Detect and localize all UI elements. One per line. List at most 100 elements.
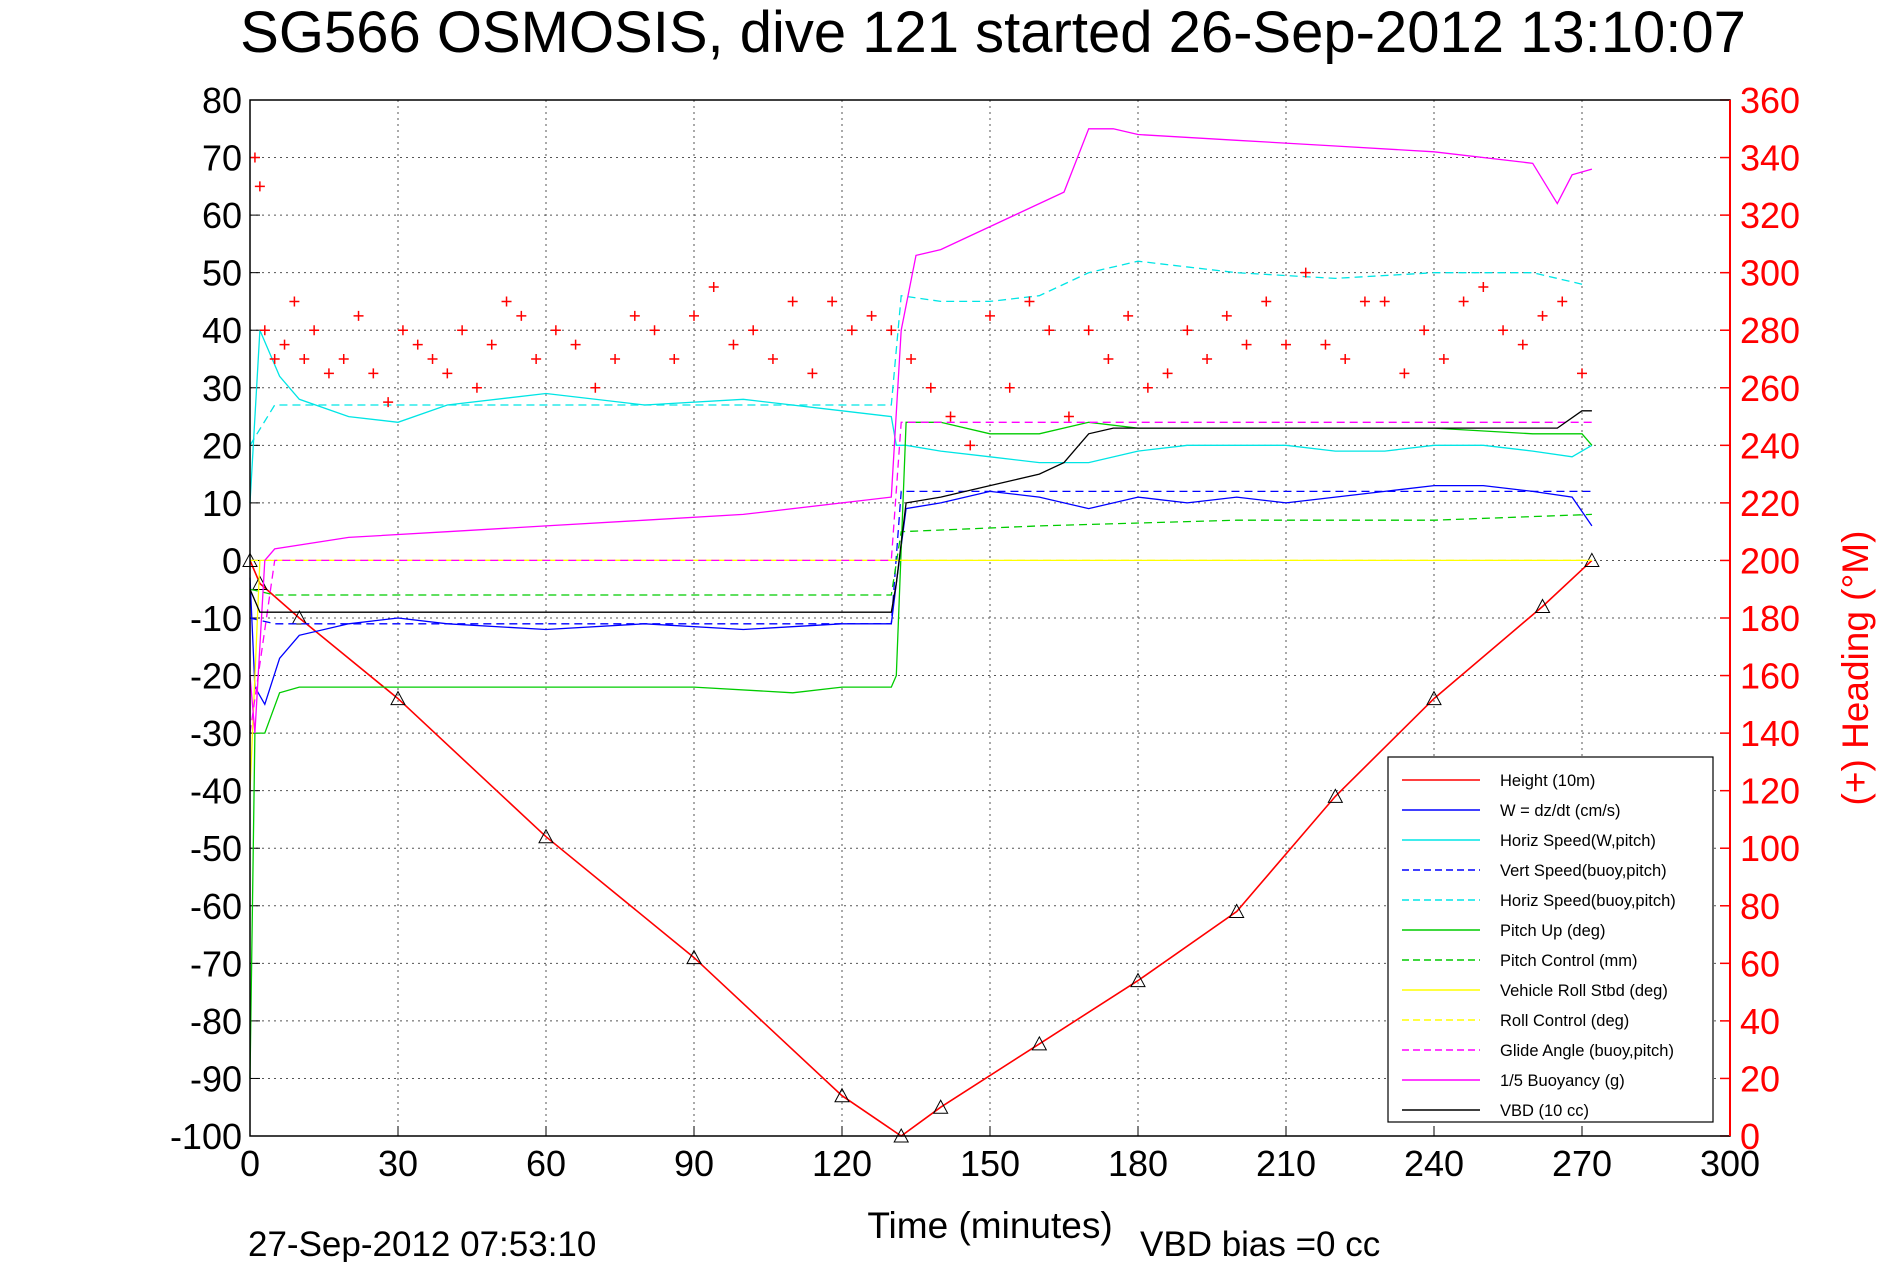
x-tick-label: 180	[1108, 1143, 1168, 1184]
y-right-tick-label: 360	[1740, 80, 1800, 121]
heading-point	[397, 325, 408, 336]
legend-label-buoyancy: 1/5 Buoyancy (g)	[1500, 1072, 1625, 1090]
y-tick-label: 0	[222, 540, 242, 581]
heading-point	[309, 325, 320, 336]
y-right-tick-label: 160	[1740, 656, 1800, 697]
heading-point	[289, 296, 300, 307]
y-right-tick-label: 300	[1740, 253, 1800, 294]
tick-labels: 0 30 60 90 120 150 180 210 240 270 300807060504030…	[170, 80, 1800, 1184]
height-marker	[1228, 903, 1245, 919]
heading-point	[1419, 325, 1430, 336]
heading-point	[1261, 296, 1272, 307]
y-tick-label: 30	[202, 368, 242, 409]
heading-point	[1221, 310, 1232, 321]
heading-point	[906, 354, 917, 364]
legend-label-horiz_buoy: Horiz Speed(buoy,pitch)	[1500, 892, 1676, 910]
heading-point	[1300, 267, 1311, 278]
heading-point	[1024, 296, 1035, 307]
heading-point	[846, 325, 857, 336]
y-tick-label: -20	[190, 656, 242, 697]
heading-point	[1379, 296, 1390, 307]
legend-label-pitch_ctrl: Pitch Control (mm)	[1500, 952, 1638, 970]
y-tick-label: -50	[190, 828, 242, 869]
heading-point	[728, 339, 739, 350]
heading-point	[708, 282, 719, 293]
heading-point	[1517, 339, 1528, 350]
legend-label-w: W = dz/dt (cm/s)	[1500, 802, 1621, 820]
x-tick-label: 270	[1552, 1143, 1612, 1184]
y-tick-label: 10	[202, 483, 242, 524]
heading-point	[353, 310, 364, 321]
y-tick-label: -90	[190, 1058, 242, 1099]
y-right-tick-label: 0	[1740, 1116, 1760, 1157]
x-tick-label: 240	[1404, 1143, 1464, 1184]
height-marker	[1426, 690, 1442, 706]
heading-point	[368, 368, 379, 379]
heading-point	[1142, 382, 1153, 393]
height-marker	[834, 1087, 850, 1103]
series-layer	[242, 128, 1600, 1143]
heading-point	[249, 152, 260, 163]
height-marker	[1534, 598, 1551, 613]
height-marker	[932, 1099, 949, 1114]
legend-label-vert_buoy: Vert Speed(buoy,pitch)	[1500, 862, 1667, 880]
heading-point	[689, 310, 699, 321]
series-horiz_buoy	[249, 260, 1583, 446]
heading-point	[748, 325, 759, 336]
y-right-tick-label: 340	[1740, 138, 1800, 179]
y-right-tick-label: 220	[1740, 483, 1800, 524]
y-tick-label: -80	[190, 1001, 242, 1042]
height-marker	[390, 690, 406, 706]
legend-label-roll: Vehicle Roll Stbd (deg)	[1500, 982, 1668, 1000]
heading-point	[1438, 354, 1449, 364]
legend-label-vbd: VBD (10 cc)	[1500, 1102, 1589, 1120]
heading-point	[866, 310, 877, 321]
y-right-tick-label: 260	[1740, 368, 1800, 409]
y-right-tick-label: 280	[1740, 310, 1800, 351]
heading-point	[1004, 382, 1015, 393]
y-tick-label: 80	[202, 80, 242, 121]
heading-point	[383, 397, 394, 408]
heading-point	[259, 325, 270, 336]
heading-point	[886, 325, 897, 336]
y-tick-label: -40	[190, 771, 242, 812]
vbd-bias-label: VBD bias =0 cc	[1140, 1225, 1380, 1262]
legend-label-glide: Glide Angle (buoy,pitch)	[1500, 1042, 1674, 1060]
heading-point	[1044, 325, 1055, 336]
y-tick-label: -60	[190, 886, 242, 927]
legend: Height (10m) W = dz/dt (cm/s) Horiz Speed(…	[1387, 756, 1714, 1123]
heading-point	[1478, 282, 1489, 293]
y-right-tick-label: 240	[1740, 425, 1800, 466]
series-w	[249, 484, 1593, 706]
height-marker	[1031, 1035, 1048, 1051]
y-tick-label: 20	[202, 425, 242, 466]
y-right-tick-label: 20	[1740, 1058, 1780, 1099]
heading-point	[279, 339, 290, 350]
heading-point	[1202, 354, 1213, 364]
heading-point	[649, 325, 660, 336]
series-heading	[249, 152, 1587, 451]
heading-point	[965, 440, 976, 451]
series-horiz_w	[249, 329, 1593, 503]
height-marker	[538, 828, 554, 844]
heading-point	[427, 354, 438, 364]
heading-point	[629, 310, 640, 321]
heading-point	[827, 296, 838, 307]
heading-point	[299, 354, 310, 364]
heading-point	[1281, 339, 1291, 350]
heading-point	[1537, 310, 1548, 321]
x-tick-label: 300	[1700, 1143, 1760, 1184]
chart-title: SG566 OSMOSIS, dive 121 started 26-Sep-2…	[240, 0, 1746, 65]
series-vert_buoy	[249, 490, 1592, 625]
x-tick-label: 120	[812, 1143, 872, 1184]
heading-point	[925, 382, 936, 393]
legend-label-height: Height (10m)	[1500, 772, 1595, 790]
x-tick-label: 90	[674, 1143, 714, 1184]
height-marker	[291, 609, 308, 625]
y-tick-label: -100	[170, 1116, 242, 1157]
height-marker	[1130, 972, 1146, 988]
y-right-tick-label: 40	[1740, 1001, 1780, 1042]
heading-point	[1498, 325, 1509, 336]
y-right-tick-label: 120	[1740, 771, 1800, 812]
heading-point	[457, 325, 468, 336]
